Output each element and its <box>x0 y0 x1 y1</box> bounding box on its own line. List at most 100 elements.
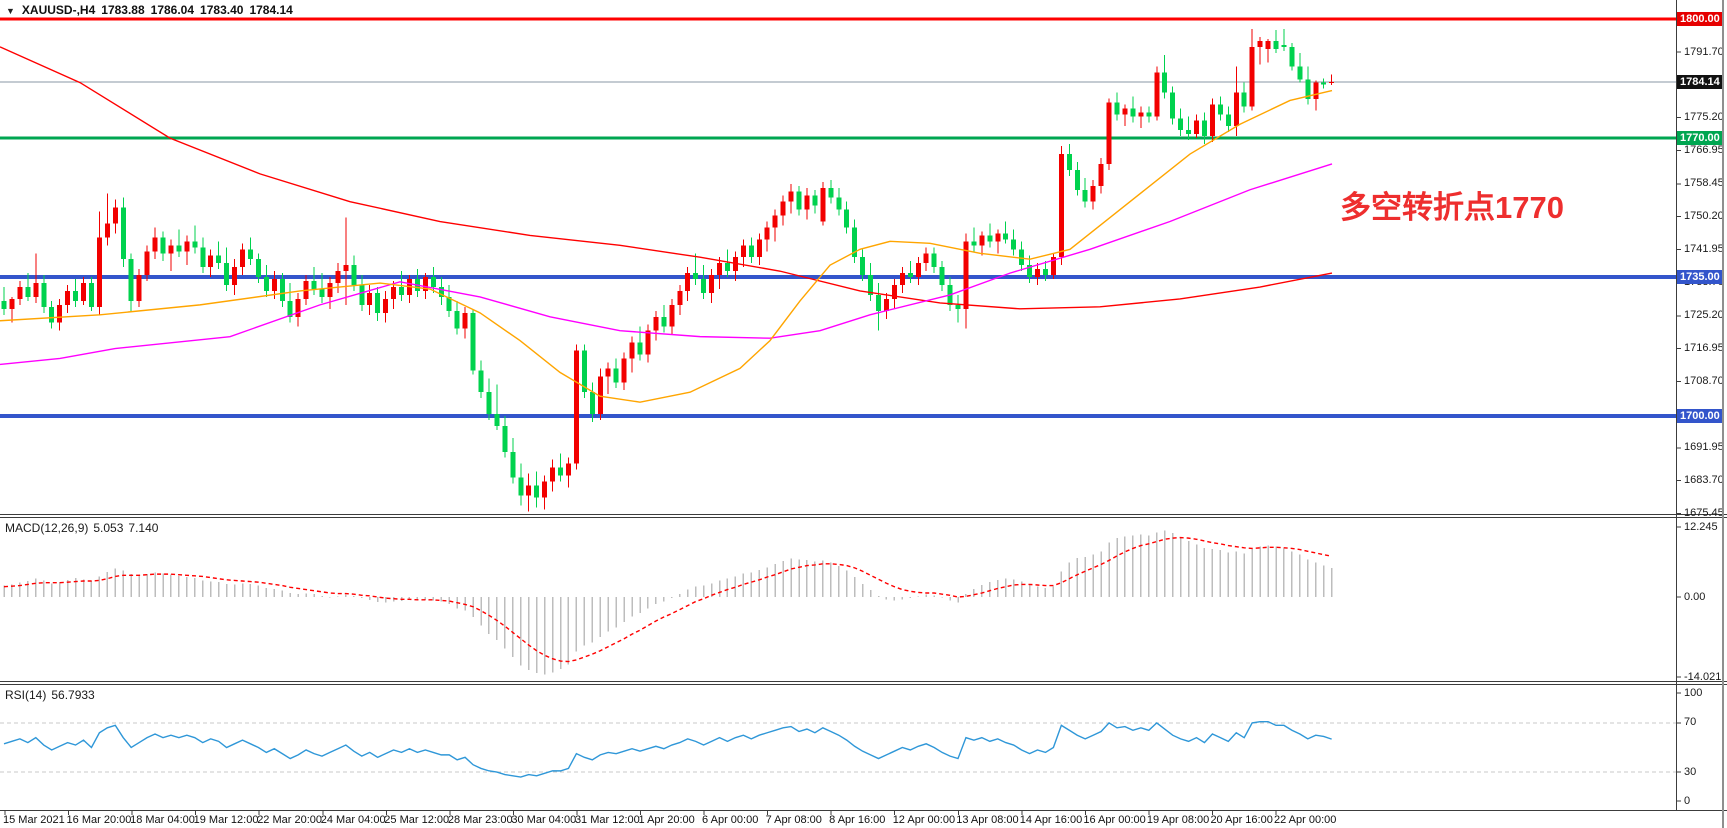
candle-body <box>1217 104 1223 115</box>
candle-body <box>1194 120 1199 135</box>
candle-body <box>1011 239 1017 250</box>
candle-body <box>494 414 500 426</box>
candle-body <box>772 215 778 228</box>
candle-body <box>1209 104 1215 137</box>
candle-body <box>104 223 110 238</box>
rsi-axis-label: 30 <box>1684 765 1697 778</box>
candle-body <box>152 237 158 252</box>
candle-body <box>1265 40 1271 49</box>
candle-body <box>1225 114 1231 127</box>
rsi-name: RSI(14) <box>5 688 47 702</box>
time-axis-label: 7 Apr 08:00 <box>765 814 822 826</box>
candle-body <box>1027 265 1033 278</box>
candle-body <box>1201 120 1207 137</box>
candle-body <box>740 245 746 258</box>
candle-body <box>565 463 571 476</box>
candle-body <box>907 273 913 278</box>
candle-body <box>319 288 325 297</box>
candle-body <box>168 245 174 254</box>
time-axis-label: 16 Mar 20:00 <box>66 814 132 826</box>
candle-body <box>1130 108 1136 117</box>
candle-body <box>748 245 754 258</box>
candle-body <box>208 255 214 268</box>
time-axis-label: 24 Mar 04:00 <box>320 814 386 826</box>
candle-body <box>88 283 94 307</box>
time-axis-label: 19 Apr 08:00 <box>1146 814 1210 826</box>
macd-signal-line <box>3 536 1332 663</box>
candle-body <box>1122 108 1128 115</box>
candle-body <box>1233 92 1239 127</box>
candle-body <box>1035 269 1040 278</box>
time-axis-label: 16 Apr 00:00 <box>1083 814 1146 826</box>
window-edge-strip <box>1722 0 1724 828</box>
candle-body <box>422 277 428 291</box>
candle-body <box>136 275 142 301</box>
candle-body <box>876 294 881 311</box>
time-axis-label: 28 Mar 23:00 <box>447 814 513 826</box>
candle-body <box>828 187 834 198</box>
candle-body <box>1114 102 1120 115</box>
candle-body <box>184 241 190 252</box>
candle-body <box>438 287 444 297</box>
candle-body <box>1186 130 1192 135</box>
candle-body <box>1289 46 1295 67</box>
candle-body <box>446 296 452 311</box>
time-axis-label: 20 Apr 16:00 <box>1210 814 1273 826</box>
candle-body <box>1082 189 1088 202</box>
candle-body <box>1313 82 1319 100</box>
ohlc-low: 1783.40 <box>200 3 244 17</box>
candle-body <box>120 207 126 260</box>
candle-body <box>311 281 317 289</box>
candle-body <box>581 350 587 393</box>
price-badge-1735.00: 1735.00 <box>1677 270 1723 285</box>
candle-body <box>939 267 945 286</box>
candle-body <box>613 368 619 383</box>
candle-body <box>597 376 603 415</box>
candle-body <box>112 207 118 224</box>
candle-body <box>351 265 357 286</box>
candle-body <box>343 265 349 272</box>
price-axis-label: 1708.70 <box>1684 374 1724 387</box>
ma-mid-magenta-line <box>0 163 1333 366</box>
candle-body <box>240 249 245 268</box>
time-axis-label: 8 Apr 16:00 <box>829 814 886 826</box>
candle-body <box>868 275 874 295</box>
candle-body <box>73 290 79 301</box>
price-axis-label: 1741.95 <box>1684 242 1724 255</box>
candle-body <box>812 195 818 206</box>
candle-body <box>1178 118 1184 131</box>
candle-body <box>224 263 230 286</box>
candle-body <box>1019 249 1025 266</box>
macd-axis-label: 0.00 <box>1684 590 1706 603</box>
price-axis-label: 1691.95 <box>1684 441 1724 454</box>
candle-body <box>295 298 301 317</box>
candle-body <box>478 370 484 393</box>
rsi-indicator-label: RSI(14) 56.7933 <box>5 688 100 702</box>
macd-axis-label: 12.245 <box>1684 520 1718 533</box>
candle-body <box>820 187 826 222</box>
time-axis-label: 12 Apr 00:00 <box>892 814 956 826</box>
candle-body <box>33 283 39 297</box>
candle-body <box>550 467 556 482</box>
candle-body <box>1098 163 1104 186</box>
candle-body <box>335 271 341 284</box>
candle-body <box>383 298 389 313</box>
time-axis-label: 6 Apr 00:00 <box>702 814 759 826</box>
candle-body <box>995 233 1001 242</box>
candle-body <box>661 316 667 327</box>
candle-body <box>764 227 770 240</box>
candle-body <box>669 304 675 327</box>
candle-body <box>645 330 651 355</box>
symbol-dropdown-icon[interactable]: ▼ <box>6 6 15 16</box>
candle-body <box>1273 40 1279 49</box>
candle-body <box>462 312 468 329</box>
candle-body <box>780 201 786 216</box>
symbol-period-label: XAUUSD-,H4 <box>21 3 96 17</box>
candle-body <box>1042 269 1048 276</box>
candle-body <box>1074 169 1080 190</box>
ohlc-open: 1783.88 <box>101 3 145 17</box>
price-axis-label: 1750.20 <box>1684 210 1724 223</box>
candle-body <box>637 342 643 355</box>
candle-body <box>1003 233 1009 240</box>
